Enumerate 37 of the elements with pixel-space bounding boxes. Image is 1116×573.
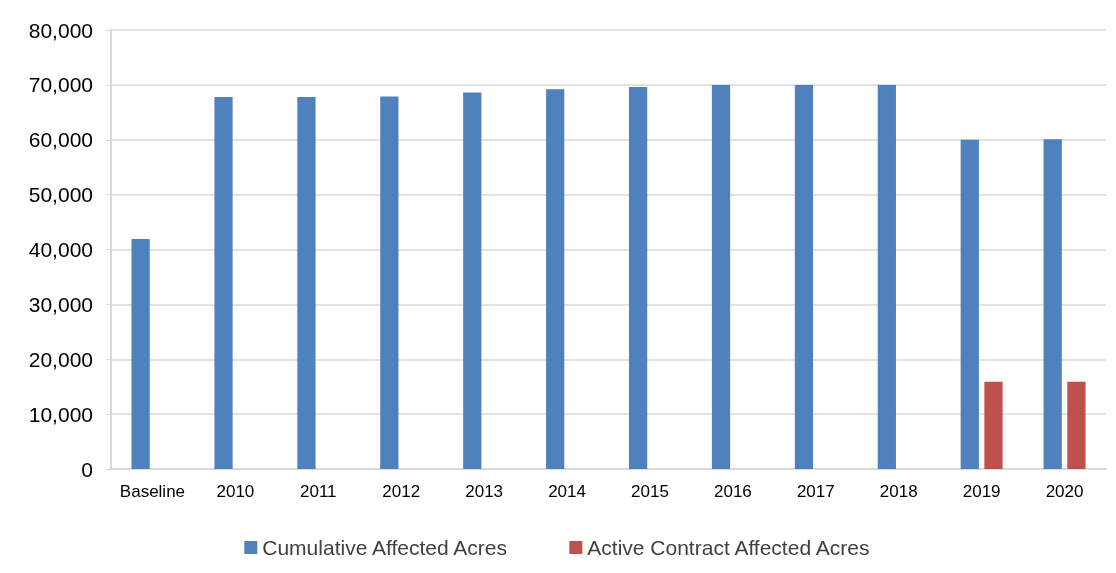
y-tick-label: 30,000 bbox=[28, 292, 93, 316]
x-tick-label: 2019 bbox=[962, 482, 1001, 501]
bar bbox=[546, 89, 565, 469]
x-tick-label: 2017 bbox=[796, 482, 835, 501]
bar bbox=[794, 84, 814, 469]
x-tick-label: 2014 bbox=[548, 482, 586, 501]
y-tick-label: 60,000 bbox=[28, 128, 93, 152]
bar bbox=[711, 84, 731, 469]
y-tick-label: 0 bbox=[81, 457, 93, 481]
x-tick-label: 2013 bbox=[465, 482, 504, 501]
y-tick-label: 50,000 bbox=[28, 183, 93, 207]
bar bbox=[297, 96, 316, 469]
bar bbox=[628, 87, 648, 469]
y-tick-label: 10,000 bbox=[28, 402, 93, 426]
bar bbox=[1067, 381, 1086, 469]
legend-label: Active Contract Affected Acres bbox=[587, 536, 870, 559]
x-tick-label: 2011 bbox=[300, 482, 337, 501]
bar bbox=[380, 96, 399, 469]
y-tick-label: 80,000 bbox=[28, 18, 93, 42]
bar bbox=[214, 96, 233, 469]
x-tick-label: 2018 bbox=[879, 482, 918, 501]
y-tick-label: 20,000 bbox=[28, 347, 93, 371]
x-tick-label: 2016 bbox=[713, 482, 752, 501]
x-tick-label: 2015 bbox=[631, 482, 669, 501]
bar bbox=[1043, 139, 1062, 469]
legend-label: Cumulative Affected Acres bbox=[262, 536, 508, 559]
x-tick-label: 2010 bbox=[216, 482, 255, 501]
x-tick-label: 2020 bbox=[1045, 482, 1084, 501]
bar bbox=[463, 92, 482, 469]
y-tick-label: 70,000 bbox=[28, 73, 93, 97]
x-tick-label: 2012 bbox=[382, 482, 421, 501]
bar bbox=[960, 139, 979, 469]
bar bbox=[877, 84, 896, 469]
x-tick-label: Baseline bbox=[119, 482, 186, 501]
bar bbox=[131, 239, 150, 469]
bar bbox=[984, 381, 1003, 469]
y-tick-label: 40,000 bbox=[28, 238, 93, 261]
